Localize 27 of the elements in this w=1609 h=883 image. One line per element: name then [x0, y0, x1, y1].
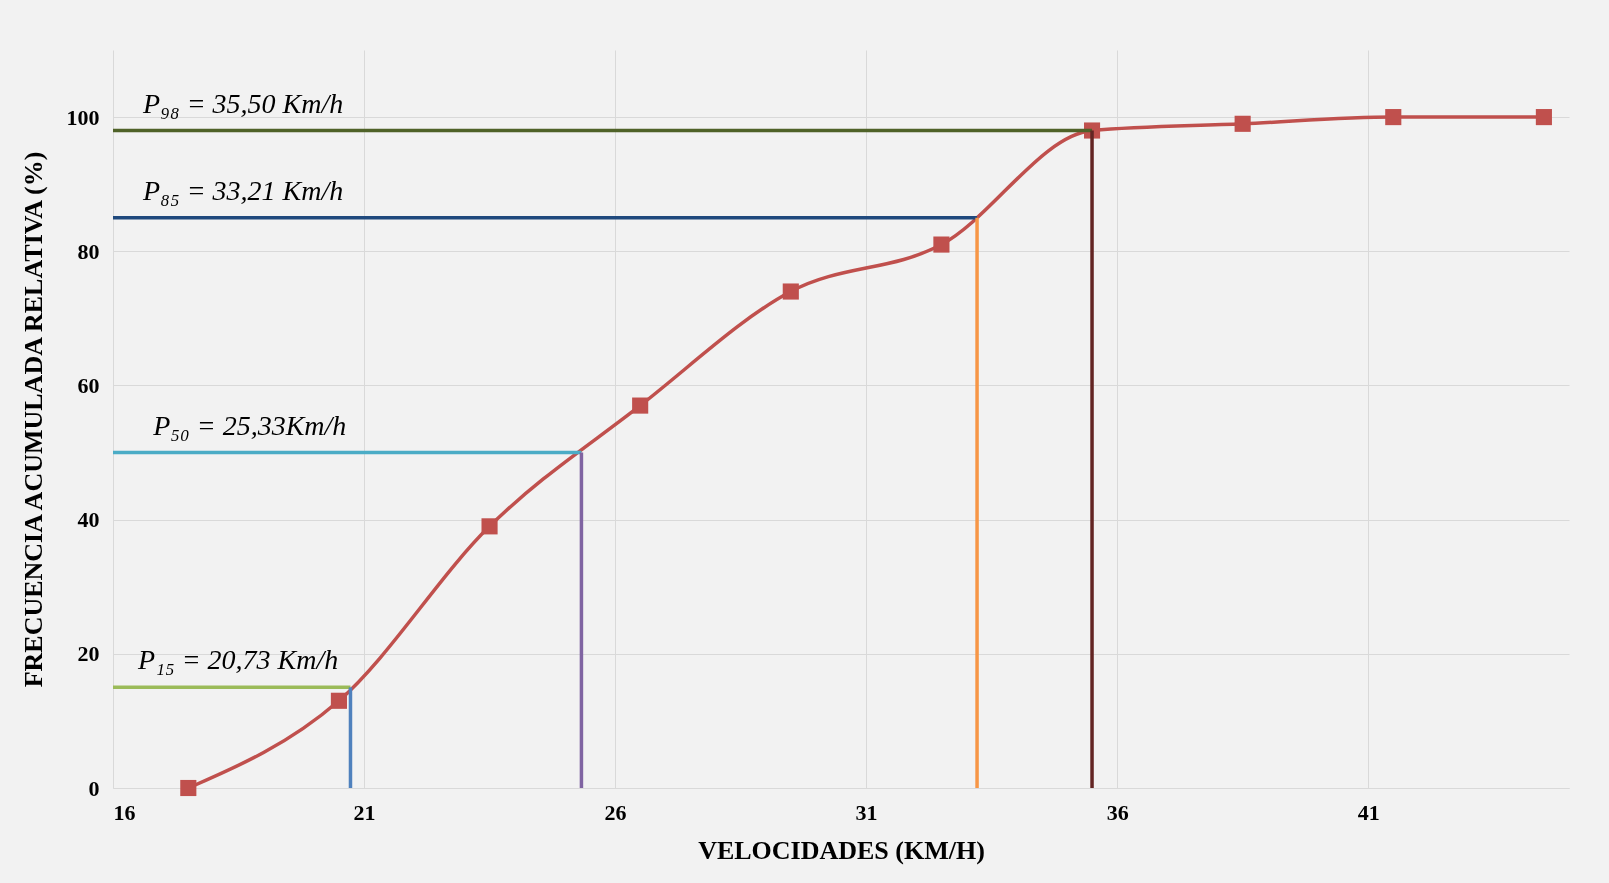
- x-tick-label: 31: [855, 799, 878, 825]
- point: [632, 397, 649, 414]
- x-axis-title: VELOCIDADES (KM/H): [698, 835, 985, 865]
- x-tick-label: 36: [1106, 799, 1129, 825]
- y-tick-label: 60: [77, 372, 100, 398]
- y-tick-label: 100: [66, 104, 100, 130]
- x-tick-label: 16: [113, 799, 136, 825]
- point: [481, 518, 498, 535]
- y-axis-title: FRECUENCIA ACUMULADA RELATIVA (%): [18, 151, 48, 688]
- annotation: P₈₅ = 33,21 Km/h: [142, 174, 344, 206]
- y-tick-label: 40: [77, 507, 100, 533]
- y-tick-label: 80: [77, 238, 100, 264]
- point: [330, 692, 347, 709]
- point: [1535, 109, 1552, 126]
- point: [1234, 115, 1251, 132]
- point: [180, 779, 197, 797]
- x-tick-label: 21: [353, 799, 376, 825]
- annotation: P₁₅ = 20,73 Km/h: [137, 644, 339, 676]
- y-tick-label: 20: [77, 641, 100, 667]
- point: [933, 236, 950, 253]
- x-tick-label: 26: [604, 799, 627, 825]
- point: [782, 283, 799, 300]
- annotation: P₉₈ = 35,50 Km/h: [142, 87, 344, 119]
- x-tick-label: 41: [1357, 799, 1380, 825]
- point: [1385, 109, 1402, 126]
- y-tick-label: 0: [88, 775, 100, 801]
- annotation: P₅₀ = 25,33Km/h: [152, 409, 347, 441]
